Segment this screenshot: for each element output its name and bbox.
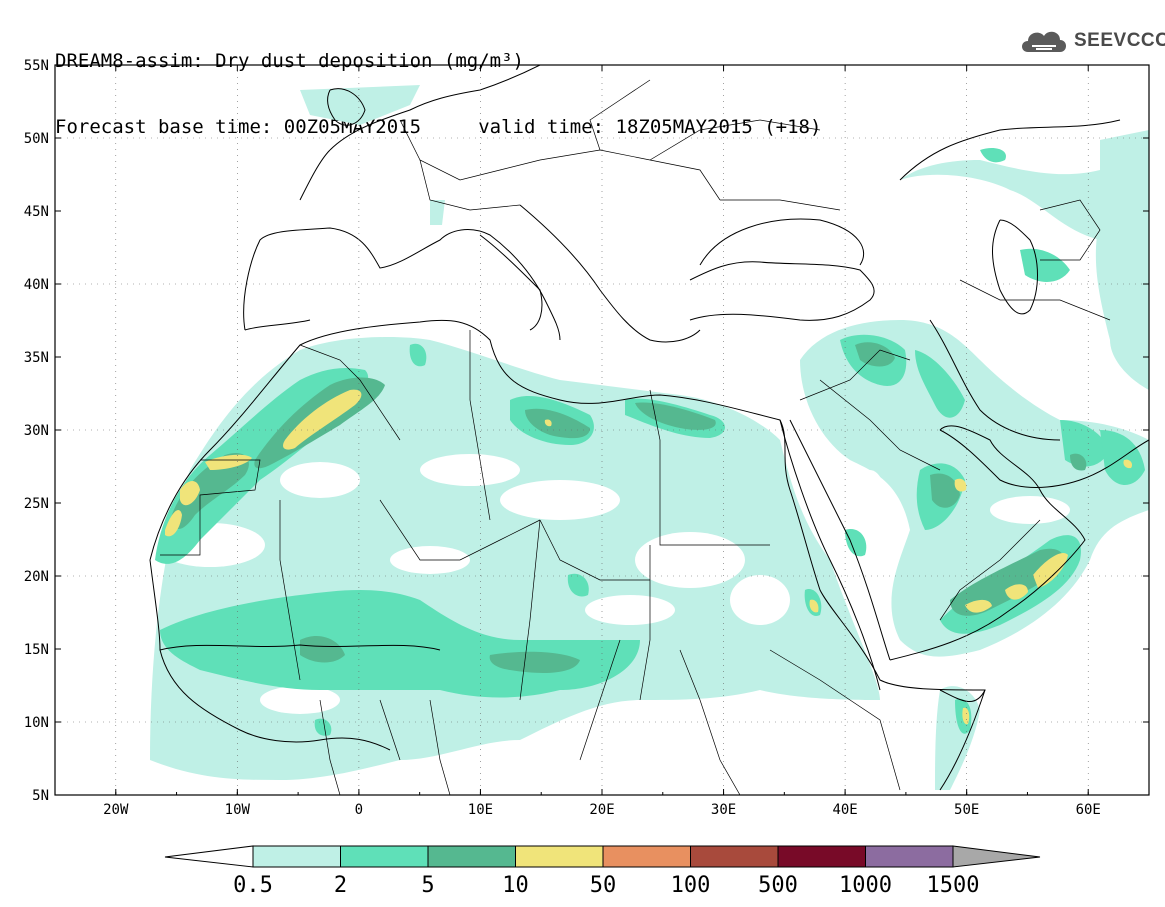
axis-ticks — [54, 64, 1150, 796]
colorbar-label: 10 — [502, 873, 529, 898]
lat-label: 20N — [24, 569, 49, 585]
colorbar: 0.5 2 5 10 50 100 500 1000 1500 — [164, 845, 1041, 898]
colorbar-swatch — [427, 845, 516, 868]
colorbar-swatch — [602, 845, 691, 868]
lat-label: 5N — [32, 788, 49, 804]
colorbar-swatch — [515, 845, 604, 868]
lon-label: 20E — [589, 802, 614, 818]
title-line-2: Forecast base time: 00Z05MAY2015 valid t… — [55, 116, 822, 138]
lon-label: 60E — [1076, 802, 1101, 818]
colorbar-label: 1500 — [927, 873, 980, 898]
colorbar-low-arrow — [164, 845, 254, 868]
colorbar-swatch — [690, 845, 779, 868]
map-title: DREAM8-assim: Dry dust deposition (mg/m³… — [55, 6, 821, 160]
colorbar-swatch — [252, 845, 341, 868]
colorbar-label: 500 — [758, 873, 798, 898]
lon-label: 40E — [832, 802, 857, 818]
lat-label: 50N — [24, 131, 49, 147]
lon-label: 50E — [954, 802, 979, 818]
colorbar-swatch — [865, 845, 954, 868]
lat-label: 30N — [24, 423, 49, 439]
longitude-labels: 20W 10W 0 10E 20E 30E 40E 50E 60E — [103, 802, 1101, 818]
lon-label: 0 — [355, 802, 363, 818]
colorbar-swatch — [340, 845, 429, 868]
lat-label: 15N — [24, 642, 49, 658]
lon-label: 10E — [468, 802, 493, 818]
latitude-labels: 55N 50N 45N 40N 35N 30N 25N 20N 15N 10N 5N — [24, 58, 49, 804]
grid-lines — [55, 65, 1149, 795]
colorbar-label: 1000 — [839, 873, 892, 898]
lon-label: 10W — [225, 802, 251, 818]
lat-label: 45N — [24, 204, 49, 220]
title-line-1: DREAM8-assim: Dry dust deposition (mg/m³… — [55, 50, 524, 72]
colorbar-label: 2 — [334, 873, 347, 898]
colorbar-label: 50 — [590, 873, 617, 898]
lat-label: 55N — [24, 58, 49, 74]
dust-field — [150, 85, 1149, 790]
colorbar-label: 0.5 — [233, 873, 273, 898]
country-borders — [160, 79, 1111, 795]
lon-label: 20W — [103, 802, 129, 818]
logo-text: SEEVCCC — [1074, 30, 1165, 51]
lat-label: 35N — [24, 350, 49, 366]
deposition-10-50 — [165, 389, 1133, 725]
colorbar-label: 5 — [421, 873, 434, 898]
lat-label: 25N — [24, 496, 49, 512]
colorbar-label: 100 — [671, 873, 711, 898]
colorbar-high-arrow — [952, 845, 1041, 868]
lat-label: 40N — [24, 277, 49, 293]
colorbar-swatch — [777, 845, 866, 868]
lat-label: 10N — [24, 715, 49, 731]
lon-label: 30E — [711, 802, 736, 818]
coastlines — [149, 65, 1149, 791]
cloud-icon — [1022, 31, 1066, 52]
seevccc-logo: SEEVCCC — [1018, 24, 1165, 58]
